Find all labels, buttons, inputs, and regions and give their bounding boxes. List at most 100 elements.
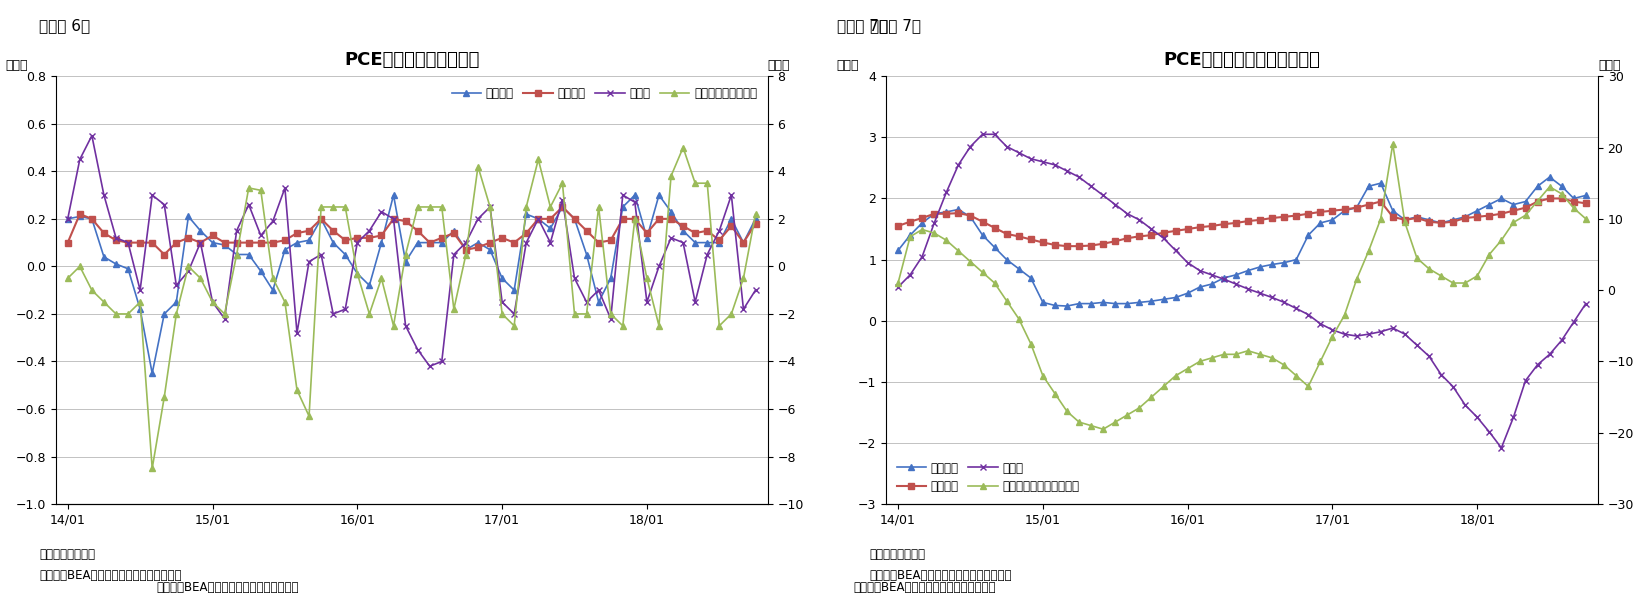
総合指数: [722, 216, 742, 223]
Text: （図表 6）: （図表 6）: [40, 18, 91, 33]
食料品: [1478, 429, 1498, 436]
Text: （％）: （％）: [766, 59, 789, 72]
エネルギー（右軸）: [58, 275, 77, 282]
Text: （図表 7）: （図表 7）: [837, 18, 888, 33]
Line: コア指数: コア指数: [64, 204, 758, 257]
総合指数: [1478, 201, 1498, 208]
Text: （図表 7）: （図表 7）: [868, 18, 920, 33]
エネルギー（右軸）: [227, 251, 247, 258]
食料品: [420, 362, 440, 370]
コア指数: [227, 239, 247, 246]
食料品: [1068, 173, 1088, 181]
エネルギー（右軸）: [142, 465, 162, 472]
総合指数: [142, 370, 162, 377]
エネルギー関連（右軸）: [1358, 247, 1378, 255]
コア指数: [552, 203, 572, 211]
総合指数: [1551, 182, 1571, 190]
コア指数: [239, 239, 259, 246]
Text: （注）季節調整済: （注）季節調整済: [868, 548, 925, 561]
コア指数: [58, 239, 77, 246]
食料品: [1551, 337, 1571, 344]
総合指数: [239, 251, 259, 258]
Text: （％）: （％）: [1597, 59, 1620, 72]
エネルギー（右軸）: [745, 211, 765, 218]
エネルギー（右軸）: [722, 310, 742, 317]
総合指数: [1575, 192, 1595, 199]
食料品: [722, 191, 742, 199]
エネルギー関連（右軸）: [1045, 390, 1065, 397]
コア指数: [722, 222, 742, 229]
コア指数: [1056, 243, 1076, 250]
Text: （％）: （％）: [7, 59, 28, 72]
エネルギー（右軸）: [649, 322, 669, 329]
総合指数: [745, 216, 765, 223]
食料品: [972, 131, 992, 138]
食料品: [1406, 341, 1426, 349]
食料品: [745, 287, 765, 294]
エネルギー関連（右軸）: [1419, 265, 1439, 272]
コア指数: [1539, 195, 1559, 202]
食料品: [661, 234, 681, 241]
食料品: [1490, 444, 1510, 452]
食料品: [588, 287, 608, 294]
食料品: [227, 227, 247, 234]
総合指数: [1406, 213, 1426, 220]
コア指数: [1358, 201, 1378, 208]
Line: エネルギー（右軸）: エネルギー（右軸）: [64, 144, 758, 471]
コア指数: [1551, 195, 1571, 202]
Text: （資料）BEAよりニッセイ基礎研究所作成: （資料）BEAよりニッセイ基礎研究所作成: [40, 569, 181, 582]
コア指数: [588, 239, 608, 246]
Text: （注）季節調整済: （注）季節調整済: [40, 548, 96, 561]
エネルギー関連（右軸）: [1551, 190, 1571, 197]
エネルギー（右軸）: [577, 310, 597, 317]
Text: （資料）BEAよりニッセイ基礎研究所作成: （資料）BEAよりニッセイ基礎研究所作成: [868, 569, 1012, 582]
総合指数: [1358, 182, 1378, 190]
食料品: [1056, 167, 1076, 175]
コア指数: [1478, 212, 1498, 219]
総合指数: [661, 208, 681, 216]
総合指数: [541, 225, 560, 232]
Text: （％）: （％）: [836, 59, 859, 72]
エネルギー関連（右軸）: [1575, 216, 1595, 223]
Text: （資料）BEAよりニッセイ基礎研究所作成: （資料）BEAよりニッセイ基礎研究所作成: [157, 581, 298, 594]
食料品: [888, 284, 908, 291]
食料品: [239, 201, 259, 208]
食料品: [1358, 330, 1378, 338]
Line: コア指数: コア指数: [895, 196, 1587, 249]
コア指数: [888, 222, 908, 229]
エネルギー関連（右軸）: [1490, 237, 1510, 244]
食料品: [82, 132, 102, 139]
総合指数: [888, 247, 908, 254]
エネルギー（右軸）: [239, 184, 259, 191]
エネルギー関連（右軸）: [1093, 426, 1112, 433]
コア指数: [745, 220, 765, 227]
エネルギー（右軸）: [672, 144, 692, 151]
エネルギー関連（右軸）: [1056, 408, 1076, 415]
コア指数: [527, 216, 547, 223]
総合指数: [58, 216, 77, 223]
Title: PCE価格指数（前月比）: PCE価格指数（前月比）: [344, 51, 480, 69]
コア指数: [661, 216, 681, 223]
Line: エネルギー関連（右軸）: エネルギー関連（右軸）: [895, 141, 1587, 432]
Legend: 総合指数, コア指数, 食料品, エネルギー関連（右軸）: 総合指数, コア指数, 食料品, エネルギー関連（右軸）: [892, 457, 1084, 498]
食料品: [541, 239, 560, 246]
総合指数: [384, 191, 404, 199]
Legend: 総合指数, コア指数, 食料品, エネルギー（右軸）: 総合指数, コア指数, 食料品, エネルギー（右軸）: [447, 82, 761, 105]
コア指数: [155, 251, 175, 258]
Text: （資料）BEAよりニッセイ基礎研究所作成: （資料）BEAよりニッセイ基礎研究所作成: [854, 581, 995, 594]
総合指数: [227, 251, 247, 258]
総合指数: [1539, 173, 1559, 181]
総合指数: [1068, 300, 1088, 307]
総合指数: [588, 299, 608, 306]
エネルギー（右軸）: [527, 156, 547, 163]
食料品: [1575, 300, 1595, 307]
Line: 総合指数: 総合指数: [895, 175, 1587, 309]
コア指数: [1045, 241, 1065, 249]
Title: PCE価格指数（前年同月比）: PCE価格指数（前年同月比）: [1163, 51, 1320, 69]
エネルギー関連（右軸）: [1383, 140, 1402, 147]
コア指数: [1406, 214, 1426, 222]
総合指数: [1056, 302, 1076, 309]
コア指数: [1575, 200, 1595, 207]
総合指数: [1045, 302, 1065, 309]
Line: 食料品: 食料品: [64, 132, 758, 370]
